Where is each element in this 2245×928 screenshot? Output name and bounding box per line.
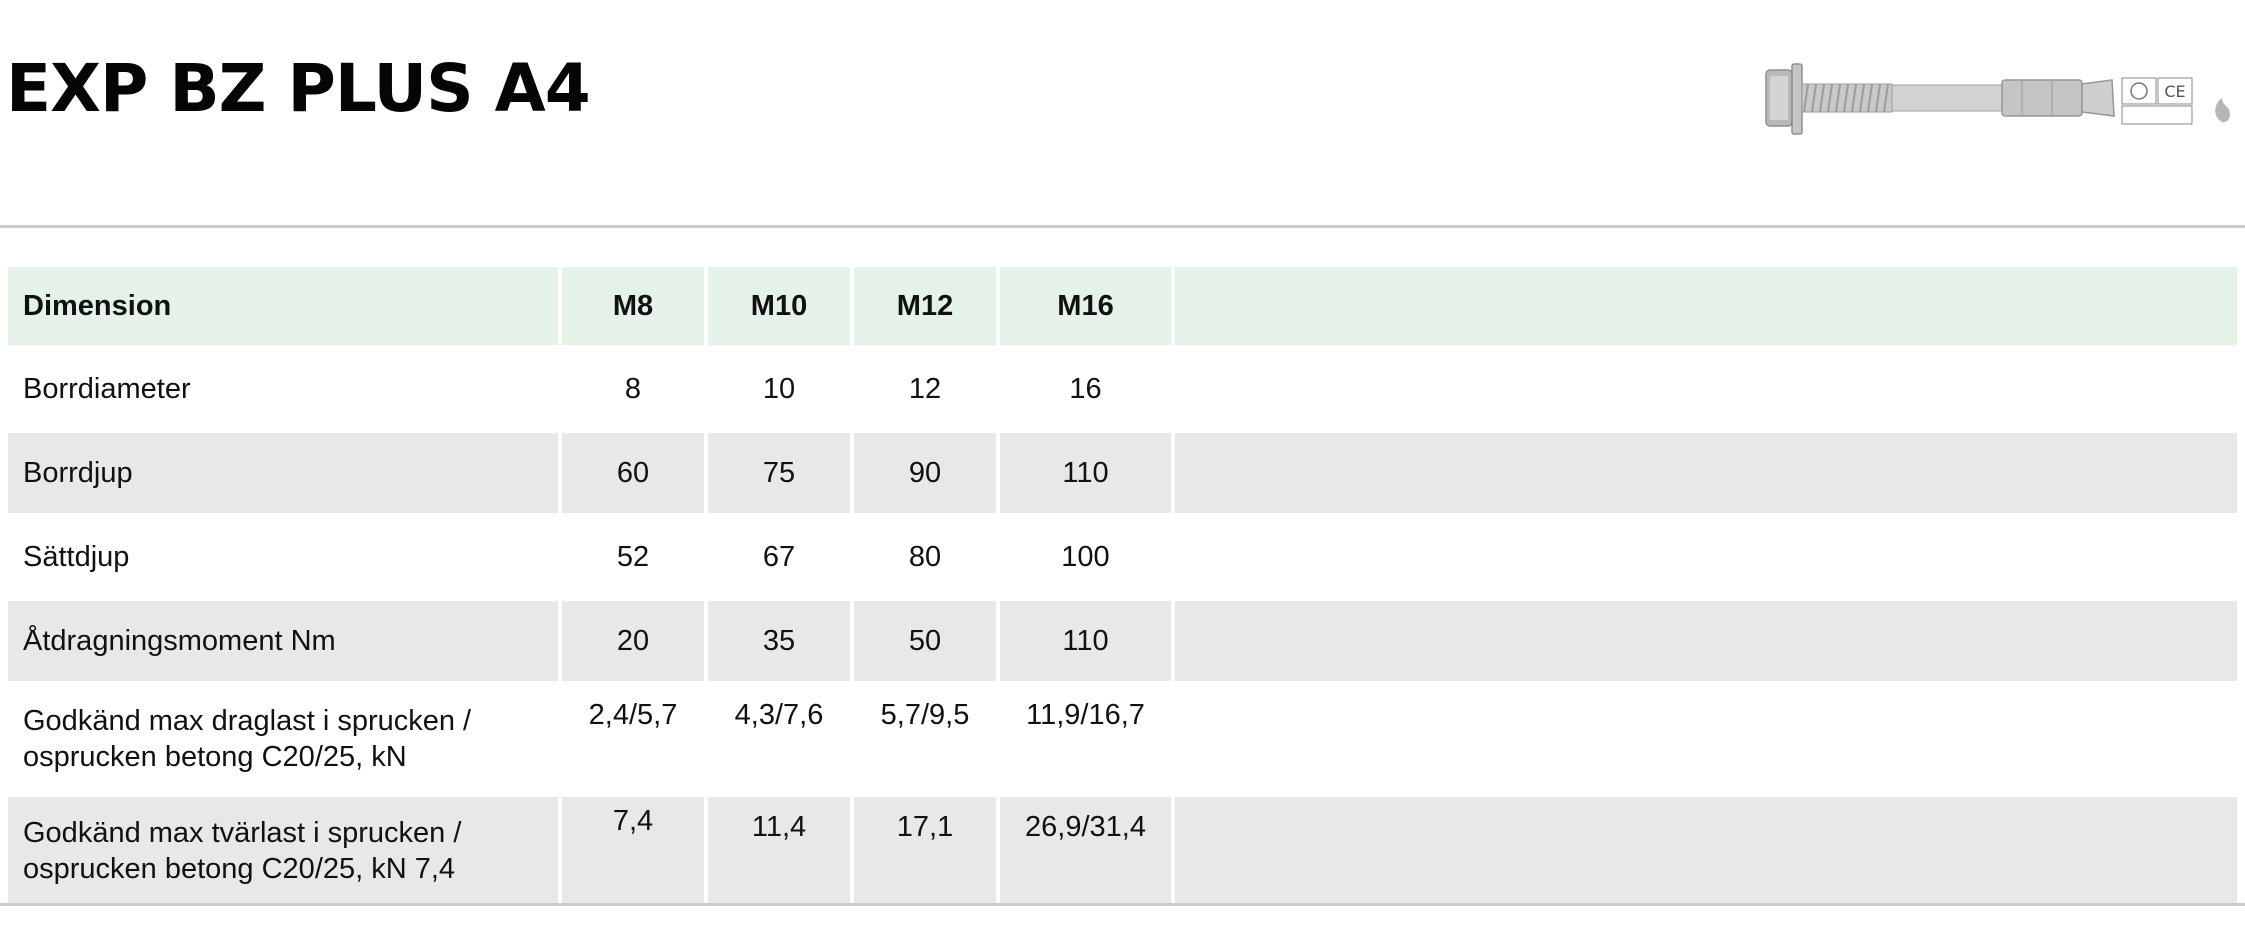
table-row: Godkänd max tvärlast i sprucken / ospruc… [8,797,2237,909]
table-cell: 5,7/9,5 [854,685,996,797]
row-label: Godkänd max draglast i sprucken / ospruc… [8,685,558,797]
table-cell: 110 [1000,601,1171,685]
table-cell: 11,4 [708,797,850,909]
row-label: Borrdiameter [8,349,558,433]
table-cell: 12 [854,349,996,433]
bottom-divider [0,903,2245,906]
table-cell: 16 [1000,349,1171,433]
row-label: Borrdjup [8,433,558,517]
table-cell: 75 [708,433,850,517]
table-cell: 20 [562,601,704,685]
table-cell: 100 [1000,517,1171,601]
table-row: Åtdragningsmoment Nm 20 35 50 110 [8,601,2237,685]
table-cell: 50 [854,601,996,685]
header-cell: Dimension [8,267,558,349]
header-cell: M16 [1000,267,1171,349]
anchor-bolt-product-image: CE [1765,63,2230,135]
table-cell: 35 [708,601,850,685]
table-header-row: Dimension M8 M10 M12 M16 [8,267,2237,349]
table-cell: 80 [854,517,996,601]
table-cell: 4,3/7,6 [708,685,850,797]
row-filler [1175,517,2237,601]
table-cell: 11,9/16,7 [1000,685,1171,797]
header-cell: M10 [708,267,850,349]
table-row: Borrdjup 60 75 90 110 [8,433,2237,517]
table-cell: 10 [708,349,850,433]
table-row: Godkänd max draglast i sprucken / ospruc… [8,685,2237,797]
svg-text:CE: CE [2164,82,2185,101]
top-divider [0,225,2245,228]
row-label: Sättdjup [8,517,558,601]
table-row: Borrdiameter 8 10 12 16 [8,349,2237,433]
table-cell: 7,4 [562,797,704,909]
table-cell: 60 [562,433,704,517]
table-cell: 67 [708,517,850,601]
table-cell: 90 [854,433,996,517]
table-cell: 2,4/5,7 [562,685,704,797]
table-cell: 26,9/31,4 [1000,797,1171,909]
table-row: Sättdjup 52 67 80 100 [8,517,2237,601]
page-title: EXP BZ PLUS A4 [6,50,591,127]
row-filler [1175,797,2237,909]
row-label: Åtdragningsmoment Nm [8,601,558,685]
header-cell: M8 [562,267,704,349]
header-cell: M12 [854,267,996,349]
table-cell: 52 [562,517,704,601]
row-filler [1175,433,2237,517]
row-label: Godkänd max tvärlast i sprucken / ospruc… [8,797,558,909]
table-cell: 8 [562,349,704,433]
specification-table: Dimension M8 M10 M12 M16 Borrdiameter 8 … [4,267,2241,909]
row-filler [1175,349,2237,433]
row-filler [1175,685,2237,797]
table-cell: 110 [1000,433,1171,517]
table-cell: 17,1 [854,797,996,909]
header-filler [1175,267,2237,349]
row-filler [1175,601,2237,685]
